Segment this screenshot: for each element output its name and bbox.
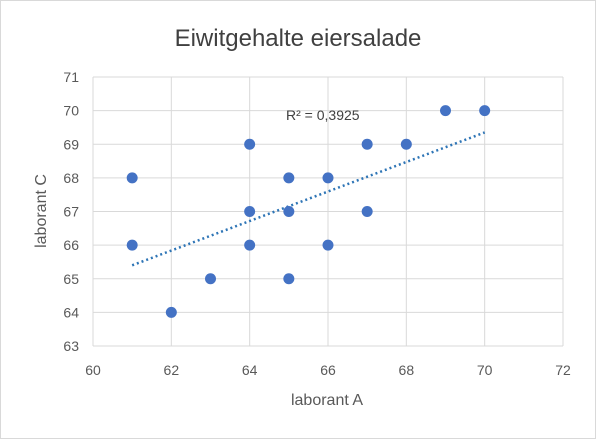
y-tick-label: 68 <box>63 170 79 186</box>
x-tick-label: 66 <box>320 362 336 378</box>
y-tick-label: 69 <box>63 136 79 152</box>
data-point <box>322 172 334 184</box>
data-points <box>126 105 491 318</box>
data-point <box>244 206 256 217</box>
data-point <box>361 206 373 217</box>
data-point <box>283 206 295 217</box>
x-tick-label: 72 <box>555 362 571 378</box>
x-axis-title: laborant A <box>291 392 363 409</box>
data-point <box>244 138 256 150</box>
y-axis-title: laborant C <box>33 174 50 248</box>
data-point <box>205 273 216 285</box>
data-point <box>400 138 412 150</box>
x-tick-label: 70 <box>477 362 493 378</box>
data-point <box>283 273 295 285</box>
x-tick-label: 68 <box>399 362 415 378</box>
y-tick-label: 63 <box>63 338 79 354</box>
x-tick-label: 60 <box>85 362 101 378</box>
data-point <box>126 172 138 184</box>
data-point <box>479 105 491 117</box>
data-point <box>126 239 138 251</box>
x-tick-labels: 60 62 64 66 68 70 72 <box>85 362 571 378</box>
r-squared-label: R² = 0,3925 <box>286 107 360 123</box>
y-tick-label: 70 <box>63 103 79 119</box>
data-point <box>440 105 451 117</box>
y-tick-labels: 63 64 65 66 67 68 69 70 71 <box>63 69 79 354</box>
data-point <box>244 239 256 251</box>
y-tick-label: 65 <box>63 271 79 287</box>
data-point <box>322 239 334 251</box>
chart-title: Eiwitgehalte eiersalade <box>175 25 422 52</box>
y-tick-label: 66 <box>63 237 79 253</box>
x-tick-label: 64 <box>242 362 258 378</box>
data-point <box>165 306 177 318</box>
x-tick-label: 62 <box>164 362 180 378</box>
y-tick-label: 71 <box>63 69 79 85</box>
y-tick-label: 64 <box>63 304 79 320</box>
data-point <box>283 172 295 184</box>
y-tick-label: 67 <box>63 204 79 220</box>
data-point <box>361 138 373 150</box>
